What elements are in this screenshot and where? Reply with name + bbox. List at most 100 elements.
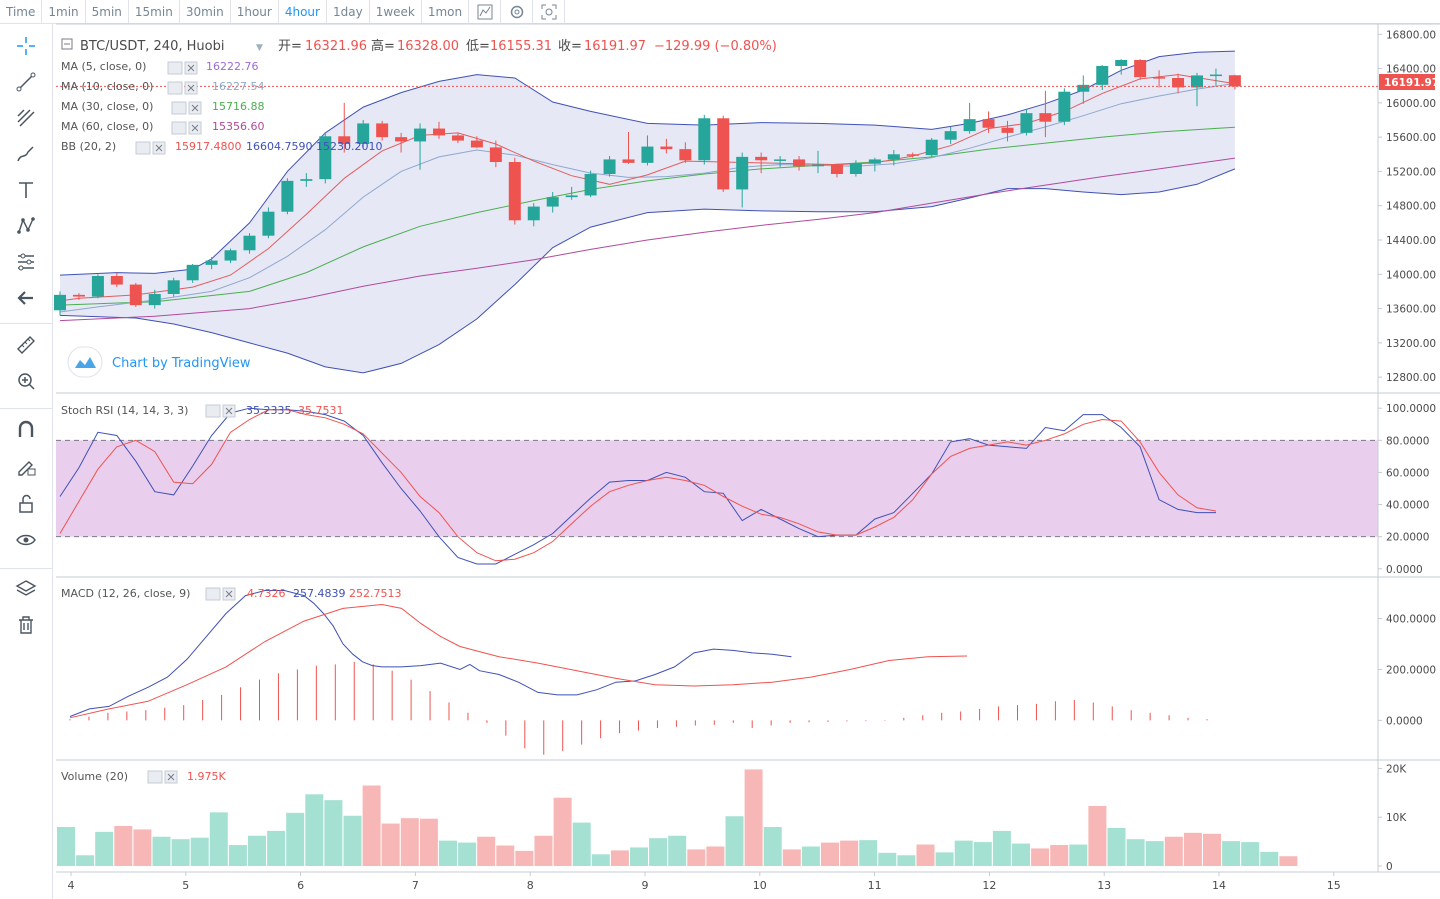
zoom-in-tool[interactable] xyxy=(10,366,42,396)
candle[interactable] xyxy=(395,132,408,153)
volume-bar[interactable] xyxy=(152,836,171,866)
volume-bar[interactable] xyxy=(343,815,362,866)
candle[interactable] xyxy=(129,282,142,307)
candle[interactable] xyxy=(793,156,806,171)
candle[interactable] xyxy=(774,156,787,168)
chart-style-icon[interactable] xyxy=(469,0,502,23)
candle[interactable] xyxy=(1039,90,1052,138)
volume-bar[interactable] xyxy=(782,849,801,866)
volume-bar[interactable] xyxy=(1183,832,1202,866)
candle[interactable] xyxy=(414,123,427,170)
settings-icon[interactable] xyxy=(171,121,187,135)
candle[interactable] xyxy=(224,248,237,264)
volume-bar[interactable] xyxy=(591,854,610,866)
ma30-label[interactable]: MA (30, close, 0) xyxy=(61,100,153,113)
volume-bar[interactable] xyxy=(840,840,859,866)
volume-bar[interactable] xyxy=(305,794,324,866)
macd-line[interactable] xyxy=(69,590,792,717)
stoch-label[interactable]: Stoch RSI (14, 14, 3, 3) xyxy=(61,404,188,417)
volume-bar[interactable] xyxy=(668,835,687,866)
volume-bar[interactable] xyxy=(744,769,763,866)
volume-bar[interactable] xyxy=(1069,844,1088,866)
candle[interactable] xyxy=(1172,73,1185,94)
volume-bar[interactable] xyxy=(763,826,782,866)
volume-bar[interactable] xyxy=(572,822,591,866)
candle[interactable] xyxy=(300,173,313,187)
volume-bar[interactable] xyxy=(114,826,133,866)
trendline-tool[interactable] xyxy=(10,67,42,97)
settings-icon[interactable] xyxy=(135,141,151,155)
candle[interactable] xyxy=(508,157,521,225)
eye-tool[interactable] xyxy=(10,525,42,555)
volume-bar[interactable] xyxy=(458,842,477,866)
ma10-label[interactable]: MA (10, close, 0) xyxy=(61,80,153,93)
macd-pane[interactable] xyxy=(69,590,1208,755)
volume-bar[interactable] xyxy=(95,831,114,866)
candle[interactable] xyxy=(1001,120,1014,142)
candle[interactable] xyxy=(755,152,768,174)
volume-bar[interactable] xyxy=(76,855,95,866)
edit-lock-tool[interactable] xyxy=(10,451,42,481)
volume-bar[interactable] xyxy=(534,835,553,866)
volume-label[interactable]: Volume (20) xyxy=(61,770,128,783)
volume-bar[interactable] xyxy=(286,812,305,866)
candle[interactable] xyxy=(110,272,123,288)
fib-tool[interactable] xyxy=(10,103,42,133)
trash-tool[interactable] xyxy=(10,610,42,640)
volume-bar[interactable] xyxy=(992,830,1011,866)
ma60-line[interactable] xyxy=(59,157,1235,322)
candle[interactable] xyxy=(167,277,180,297)
interval-4hour[interactable]: 4hour xyxy=(279,0,327,23)
bollinger-lower-line[interactable] xyxy=(59,168,1236,374)
chevron-down-icon[interactable]: ▼ xyxy=(256,43,263,53)
volume-bar[interactable] xyxy=(400,818,419,866)
candle[interactable] xyxy=(906,152,919,158)
volume-bar[interactable] xyxy=(248,835,266,866)
candle[interactable] xyxy=(205,257,218,270)
settings-icon[interactable] xyxy=(501,0,534,23)
volume-bar[interactable] xyxy=(1031,848,1050,866)
candle[interactable] xyxy=(451,132,464,144)
candle[interactable] xyxy=(565,186,578,200)
volume-bar[interactable] xyxy=(324,800,343,866)
symbol-title[interactable]: BTC/USDT, 240, Huobi xyxy=(80,39,224,54)
bollinger-upper-line[interactable] xyxy=(59,50,1235,276)
candle[interactable] xyxy=(72,293,85,300)
candle[interactable] xyxy=(603,156,616,177)
volume-bar[interactable] xyxy=(362,785,381,866)
volume-bar[interactable] xyxy=(419,818,438,866)
volume-bar[interactable] xyxy=(954,840,973,866)
candle[interactable] xyxy=(54,291,66,316)
candle[interactable] xyxy=(243,233,256,254)
volume-bar[interactable] xyxy=(381,823,400,866)
candle[interactable] xyxy=(1020,109,1033,136)
interval-1week[interactable]: 1week xyxy=(370,0,422,23)
interval-1mon[interactable]: 1mon xyxy=(422,0,470,23)
volume-bar[interactable] xyxy=(1050,845,1069,866)
volume-bar[interactable] xyxy=(1126,839,1145,866)
volume-bar[interactable] xyxy=(897,855,916,866)
crosshair-tool[interactable] xyxy=(10,31,42,61)
candle[interactable] xyxy=(1191,72,1203,107)
price-pane[interactable] xyxy=(54,50,1378,374)
volume-bar[interactable] xyxy=(801,846,820,866)
candle[interactable] xyxy=(1115,59,1128,75)
volume-bar[interactable] xyxy=(1088,806,1107,866)
candle[interactable] xyxy=(982,111,995,133)
volume-bar[interactable] xyxy=(228,845,247,866)
candle[interactable] xyxy=(963,102,976,134)
ma60-label[interactable]: MA (60, close, 0) xyxy=(61,120,153,133)
volume-bar[interactable] xyxy=(1145,841,1164,866)
volume-bar[interactable] xyxy=(1241,842,1260,866)
candle[interactable] xyxy=(622,132,635,164)
volume-bar[interactable] xyxy=(1222,841,1241,866)
volume-bar[interactable] xyxy=(190,837,209,866)
candle[interactable] xyxy=(868,157,881,172)
brush-tool[interactable] xyxy=(10,139,42,169)
volume-bar[interactable] xyxy=(859,840,878,866)
volume-bar[interactable] xyxy=(57,826,75,866)
volume-bar[interactable] xyxy=(477,836,496,866)
volume-bar[interactable] xyxy=(553,797,572,866)
interval-1min[interactable]: 1min xyxy=(42,0,86,23)
screenshot-icon[interactable] xyxy=(533,0,566,23)
